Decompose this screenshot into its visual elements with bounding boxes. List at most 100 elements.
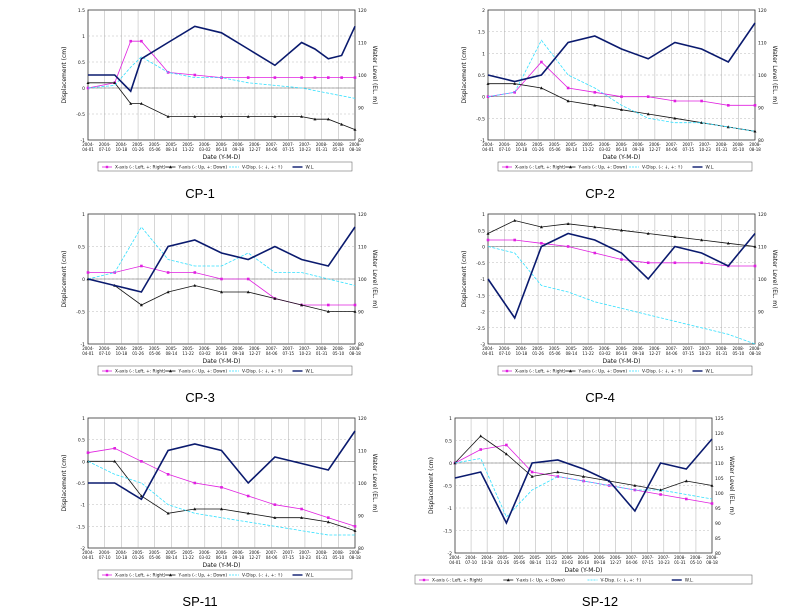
chart-panel-cp-2: 2 1.5 1 0.5 0 -0.5 -1 120 110 100 90 80 2004- 04-01 20… — [400, 0, 800, 204]
x-tick-label: 2004- — [99, 550, 111, 555]
point-y-axis — [539, 86, 543, 90]
x-tick-label: 2007- — [699, 346, 711, 351]
y2-axis-label-cp-4: Water Level (EL. m) — [771, 250, 778, 309]
legend-label: V-Disp. (-: ↓, +: ↑) — [642, 165, 683, 171]
point-x-axis — [353, 303, 357, 307]
x-tick-label: 2008- — [349, 346, 361, 351]
x-tick-label: 2005- — [132, 550, 144, 555]
legend-label: X-axis (-: Left, +: Right) — [115, 369, 166, 375]
y2-tick-label: 100 — [715, 491, 724, 497]
x-tick-label: 07-15 — [282, 147, 294, 152]
x-tick-label: 04-01 — [482, 147, 494, 152]
x-tick-label: 06-10 — [216, 555, 228, 560]
x-tick-label: 2008- — [674, 555, 686, 560]
legend-sp-11 — [97, 569, 353, 580]
point-x-axis — [353, 76, 357, 79]
x-tick-label: 08-14 — [530, 560, 542, 565]
x-tick-label: 2006- — [232, 550, 244, 555]
x-tick-label: 04-01 — [482, 351, 494, 356]
x-tick-label: 04-01 — [82, 555, 94, 560]
x-tick-label: 2007- — [266, 550, 278, 555]
legend-marker — [569, 165, 572, 169]
y-tick-label: 1.5 — [478, 30, 485, 36]
x-tick-label: 2008- — [716, 142, 728, 147]
y2-tick-label: 80 — [358, 546, 364, 552]
x-tick-label: 05-06 — [549, 147, 561, 152]
point-x-axis — [220, 486, 223, 489]
x-tick-label: 2004- — [116, 550, 128, 555]
point-x-axis — [300, 507, 303, 511]
x-tick-label: 09-18 — [632, 147, 644, 152]
x-tick-label: 2006- — [199, 346, 211, 351]
point-y-axis — [566, 99, 570, 103]
point-y-axis — [479, 434, 483, 438]
legend-label: X-axis (-: Left, +: Right) — [115, 165, 166, 171]
point-y-axis — [220, 115, 223, 118]
x-axis-label-cp-4: Date (Y-M-D) — [602, 358, 640, 365]
y-tick-label: -1 — [81, 503, 86, 509]
point-x-axis — [505, 443, 508, 447]
point-x-axis — [313, 76, 317, 79]
x-tick-label: 2007- — [266, 142, 278, 147]
x-tick-label: 12-27 — [249, 147, 261, 152]
x-tick-label: 05-10 — [733, 147, 745, 152]
x-tick-label: 05-10 — [333, 555, 345, 560]
legend-label: W.L. — [306, 165, 315, 171]
point-x-axis — [566, 86, 570, 90]
point-y-axis — [726, 241, 730, 245]
point-y-axis — [530, 474, 534, 478]
y-tick-label: -1 — [481, 277, 486, 283]
x-tick-label: 2006- — [216, 346, 228, 351]
point-y-axis — [340, 122, 344, 126]
y-tick-label: -0.5 — [76, 481, 85, 487]
point-x-axis — [620, 95, 623, 98]
y-axis-label-sp-12: Displacement (cm) — [428, 457, 435, 514]
y2-tick-label: 125 — [715, 416, 724, 422]
y-axis-label-cp-4: Displacement (cm) — [461, 251, 468, 308]
x-tick-label: 11-22 — [582, 351, 594, 356]
y2-tick-label: 80 — [758, 138, 764, 144]
x-tick-label: 2008- — [349, 142, 361, 147]
x-tick-label: 01-26 — [532, 147, 544, 152]
x-tick-label: 05-06 — [549, 351, 561, 356]
point-x-axis — [140, 39, 143, 43]
point-y-axis — [582, 474, 585, 478]
y-tick-label: -1.5 — [443, 529, 452, 535]
x-tick-label: 2008- — [316, 346, 328, 351]
point-x-axis — [193, 271, 197, 274]
legend-label: Y-axis (-: Up, +: Down) — [515, 578, 565, 584]
x-tick-label: 04-06 — [266, 147, 278, 152]
point-y-axis — [326, 309, 330, 313]
y2-tick-label: 90 — [758, 106, 764, 112]
x-tick-label: 2007- — [682, 142, 694, 147]
legend-label: V-Disp. (-: ↓, +: ↑) — [242, 573, 283, 579]
x-tick-label: 2004- — [481, 555, 493, 560]
legend-marker — [422, 578, 426, 582]
legend-marker — [169, 573, 172, 577]
y2-tick-label: 90 — [358, 514, 364, 520]
chart-panel-sp-12: 1 0.5 0 -0.5 -1 -1.5 -2 125 120 115 110 105 100 95 90 8… — [400, 408, 800, 612]
legend-cp-3 — [97, 365, 353, 376]
y2-tick-label: 120 — [358, 212, 367, 218]
legend-label: Y-axis (-: Up, +: Down) — [178, 369, 228, 375]
chart-svg-cp-3: 10.50-0.5-112011010090802004-04-012004-0… — [61, 212, 378, 376]
y2-tick-label: 100 — [358, 277, 367, 283]
x-tick-label: 2005- — [132, 142, 144, 147]
point-y-axis — [753, 129, 757, 133]
x-tick-label: 12-27 — [249, 555, 261, 560]
point-x-axis — [479, 448, 482, 451]
point-y-axis — [246, 115, 250, 118]
point-x-axis — [727, 104, 730, 107]
x-tick-label: 2008- — [333, 550, 345, 555]
x-tick-label: 10-23 — [299, 147, 311, 152]
point-x-axis — [685, 497, 688, 501]
x-tick-label: 08-14 — [166, 555, 178, 560]
x-tick-label: 2004- — [116, 346, 128, 351]
point-y-axis — [326, 117, 330, 121]
point-x-axis — [327, 76, 330, 79]
y2-tick-label: 80 — [358, 342, 364, 348]
x-tick-label: 07-10 — [99, 555, 111, 560]
legend-label: V-Disp. (-: ↓, +: ↑) — [242, 165, 283, 171]
x-tick-label: 2006- — [216, 142, 228, 147]
x-tick-label: 06-10 — [216, 351, 228, 356]
